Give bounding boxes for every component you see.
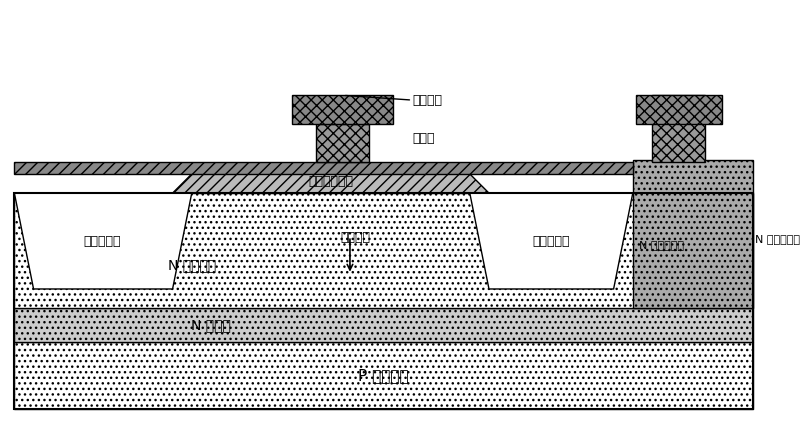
Text: N 型外延层: N 型外延层: [168, 258, 216, 272]
Text: 外基区注入区: 外基区注入区: [308, 175, 354, 188]
FancyBboxPatch shape: [316, 124, 369, 163]
FancyBboxPatch shape: [633, 160, 753, 308]
FancyBboxPatch shape: [293, 95, 393, 124]
FancyBboxPatch shape: [14, 193, 753, 308]
Text: 浅沟槽隔离: 浅沟槽隔离: [533, 235, 570, 247]
Text: N 型埋层: N 型埋层: [191, 318, 231, 332]
Text: N 型重掺杂区: N 型重掺杂区: [754, 234, 799, 244]
FancyBboxPatch shape: [652, 95, 705, 163]
Text: P 型硅衬底: P 型硅衬底: [358, 368, 409, 383]
Text: 浅沟槽隔离: 浅沟槽隔离: [84, 235, 122, 247]
Polygon shape: [14, 193, 192, 289]
FancyBboxPatch shape: [14, 163, 633, 174]
Text: 电流方向: 电流方向: [340, 232, 370, 244]
Text: N 型重掺杂区: N 型重掺杂区: [638, 240, 683, 250]
FancyBboxPatch shape: [14, 342, 753, 409]
Polygon shape: [173, 174, 489, 193]
FancyBboxPatch shape: [636, 95, 722, 124]
Text: 接触孔: 接触孔: [412, 132, 434, 145]
FancyBboxPatch shape: [14, 308, 753, 342]
Polygon shape: [470, 193, 633, 289]
Text: 金属连线: 金属连线: [412, 94, 442, 107]
